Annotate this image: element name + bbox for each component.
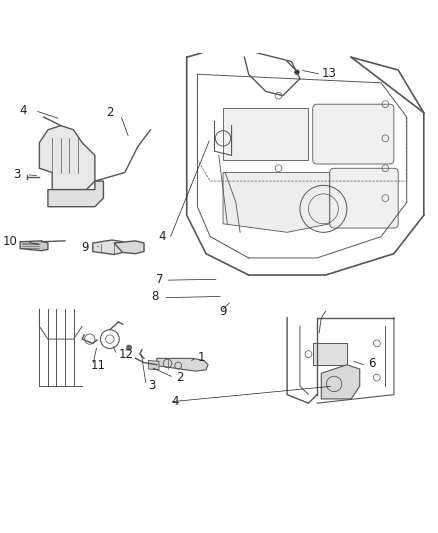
Polygon shape [321, 365, 360, 399]
Text: 12: 12 [118, 348, 134, 360]
Polygon shape [157, 358, 208, 371]
Text: 4: 4 [158, 230, 166, 243]
Circle shape [127, 345, 132, 350]
Text: 2: 2 [176, 371, 184, 384]
FancyBboxPatch shape [313, 104, 394, 164]
Text: 9: 9 [81, 241, 88, 254]
Polygon shape [48, 181, 103, 207]
Text: 7: 7 [156, 273, 163, 286]
Text: 1: 1 [198, 351, 205, 364]
Text: 10: 10 [3, 235, 18, 248]
Polygon shape [20, 241, 48, 251]
Text: 4: 4 [172, 395, 179, 408]
Text: 9: 9 [219, 305, 226, 318]
Text: 3: 3 [148, 379, 155, 392]
Polygon shape [114, 241, 144, 254]
Text: 6: 6 [368, 358, 376, 370]
Polygon shape [223, 173, 330, 232]
Polygon shape [39, 126, 95, 190]
Text: 2: 2 [106, 106, 114, 119]
FancyBboxPatch shape [330, 168, 398, 228]
Polygon shape [313, 343, 347, 365]
Polygon shape [223, 108, 308, 160]
Text: 11: 11 [91, 359, 106, 372]
Text: 3: 3 [13, 168, 20, 181]
Polygon shape [148, 360, 159, 370]
Circle shape [295, 70, 299, 74]
Text: 13: 13 [321, 67, 336, 79]
Polygon shape [93, 240, 127, 255]
Text: 8: 8 [152, 290, 159, 303]
Text: 4: 4 [19, 104, 27, 117]
